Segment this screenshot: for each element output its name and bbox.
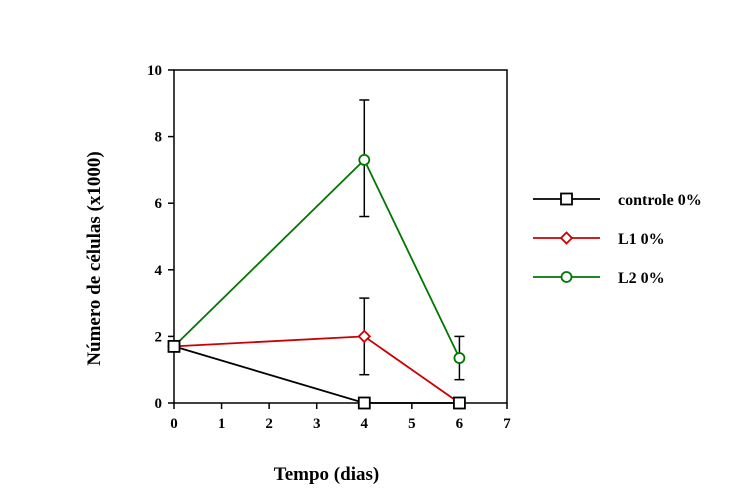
y-tick-label: 0 — [155, 396, 163, 412]
x-tick-label: 2 — [265, 416, 273, 432]
plot-area: 0 1 2 3 4 5 6 7 0 2 4 6 8 10 — [147, 63, 511, 432]
legend: controle 0% L1 0% L2 0% — [533, 192, 702, 287]
legend-marker-1 — [559, 231, 574, 245]
y-tick-label: 8 — [155, 130, 163, 146]
x-tick-label: 7 — [503, 416, 511, 432]
data-point-0 — [453, 396, 466, 410]
data-point-0 — [357, 396, 371, 410]
legend-label-0: controle 0% — [618, 192, 702, 209]
legend-label-1: L1 0% — [618, 231, 665, 248]
data-point-1 — [357, 329, 372, 344]
series-line-0 — [173, 345, 460, 404]
y-tick-label: 4 — [155, 263, 163, 279]
y-axis-label: Número de células (x1000) — [84, 151, 105, 365]
y-tick-label: 2 — [155, 329, 163, 345]
data-point-2 — [358, 154, 371, 166]
legend-marker-2 — [560, 271, 573, 283]
x-tick-label: 6 — [456, 416, 464, 432]
series-line-1 — [173, 335, 460, 404]
x-tick-label: 4 — [361, 416, 369, 432]
y-tick-label: 10 — [147, 63, 162, 79]
x-tick-label: 0 — [170, 416, 178, 432]
y-tick-label: 6 — [155, 196, 163, 212]
plot-frame — [173, 69, 508, 404]
x-tick-label: 5 — [408, 416, 416, 432]
x-axis-label: Tempo (dias) — [274, 464, 379, 485]
legend-marker-0 — [560, 192, 573, 206]
data-point-0 — [167, 339, 181, 353]
legend-label-2: L2 0% — [618, 270, 665, 287]
series-line-2 — [173, 158, 461, 359]
x-tick-label: 3 — [313, 416, 321, 432]
data-point-2 — [453, 352, 466, 364]
x-tick-label: 1 — [218, 416, 226, 432]
